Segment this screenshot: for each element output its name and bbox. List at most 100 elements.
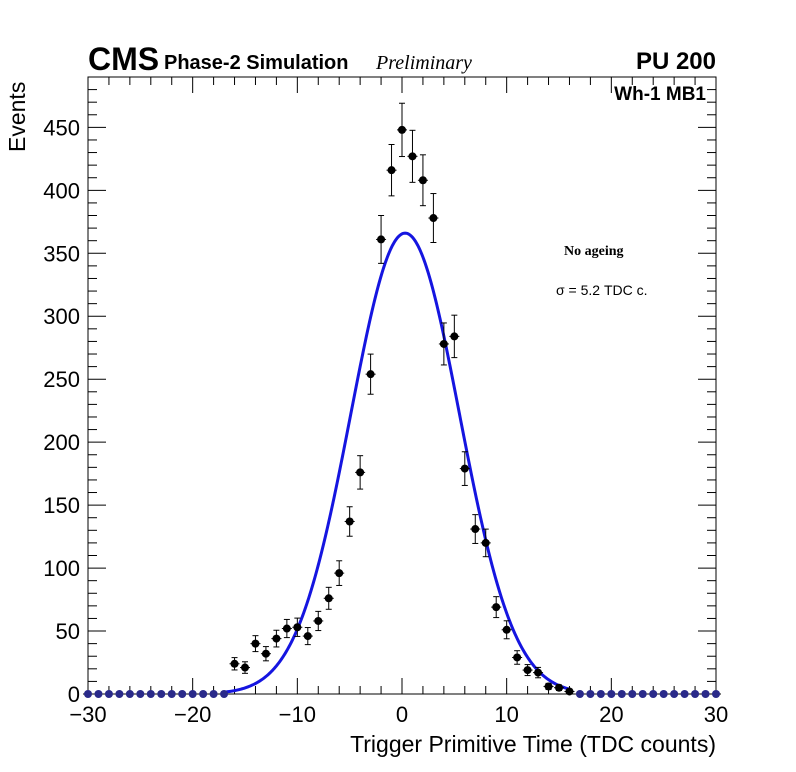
data-point — [250, 635, 261, 653]
data-point — [595, 690, 606, 698]
data-point — [281, 618, 292, 639]
point-marker — [377, 235, 386, 244]
x-tick-label: 30 — [704, 702, 728, 727]
data-point — [574, 690, 585, 698]
point-marker — [209, 690, 218, 698]
point-marker — [712, 690, 720, 698]
point-marker — [659, 690, 668, 698]
data-point — [313, 610, 324, 632]
point-marker — [303, 632, 312, 641]
data-point — [103, 690, 114, 698]
data-point — [397, 102, 407, 158]
point-marker — [513, 653, 522, 662]
point-marker — [241, 663, 249, 672]
x-tick-label: −20 — [174, 702, 211, 727]
data-point — [240, 661, 250, 674]
data-point — [428, 193, 439, 244]
point-marker — [157, 690, 166, 698]
data-point — [480, 528, 491, 558]
point-marker — [649, 690, 658, 698]
data-point — [187, 690, 198, 698]
data-point — [616, 690, 627, 698]
data-point — [93, 690, 104, 698]
sigma-annotation: σ = 5.2 TDC c. — [556, 282, 648, 298]
condition-annotation: No ageing — [564, 244, 624, 259]
point-marker — [408, 152, 417, 161]
data-point — [648, 690, 659, 698]
y-axis: 0 50 100 150 200 250 300 350 400 450 — [43, 89, 716, 707]
y-tick-label: 50 — [56, 619, 80, 644]
point-marker — [167, 690, 176, 698]
data-point — [344, 506, 355, 537]
x-tick-label: 20 — [599, 702, 623, 727]
point-marker — [575, 690, 584, 698]
data-point — [208, 690, 219, 698]
data-point — [438, 322, 449, 366]
point-marker — [670, 690, 679, 698]
data-point — [271, 629, 282, 648]
data-point — [417, 154, 428, 207]
region-label: Wh-1 MB1 — [614, 84, 706, 105]
point-marker — [220, 690, 229, 698]
x-tick-label: 0 — [396, 702, 408, 727]
point-marker — [178, 690, 187, 698]
point-marker — [136, 690, 145, 698]
point-marker — [398, 125, 406, 134]
point-marker — [429, 214, 438, 223]
data-point — [512, 650, 523, 665]
subtitle-label: Phase-2 Simulation — [164, 52, 349, 74]
point-marker — [481, 538, 490, 547]
point-marker — [199, 690, 208, 698]
data-point — [606, 690, 617, 698]
point-marker — [345, 517, 354, 526]
data-point — [156, 690, 167, 698]
point-marker — [502, 625, 511, 634]
data-point — [679, 690, 690, 698]
y-tick-label: 400 — [43, 178, 80, 203]
y-tick-label: 200 — [43, 430, 80, 455]
data-point — [711, 690, 721, 698]
data-point — [470, 514, 481, 544]
data-point — [407, 129, 418, 183]
x-tick-label: 10 — [494, 702, 518, 727]
point-marker — [230, 659, 239, 668]
point-marker — [366, 370, 375, 379]
x-tick-label: −10 — [279, 702, 316, 727]
point-marker — [272, 634, 281, 643]
data-point — [145, 690, 156, 698]
data-point — [334, 560, 345, 586]
data-point — [83, 690, 93, 698]
data-point — [522, 664, 533, 677]
y-tick-label: 150 — [43, 493, 80, 518]
point-marker — [628, 690, 637, 698]
point-marker — [691, 690, 700, 698]
data-point — [554, 683, 564, 692]
status-label: Preliminary — [375, 52, 472, 74]
point-marker — [314, 616, 323, 625]
point-marker — [596, 690, 605, 698]
point-marker — [84, 690, 92, 698]
point-marker — [188, 690, 197, 698]
point-marker — [638, 690, 647, 698]
point-marker — [251, 639, 260, 648]
point-marker — [492, 603, 501, 612]
data-point — [114, 690, 125, 698]
point-marker — [94, 690, 103, 698]
point-marker — [680, 690, 689, 698]
data-point — [260, 646, 271, 662]
plot-border — [87, 76, 717, 695]
data-point — [198, 690, 209, 698]
point-marker — [565, 687, 574, 696]
data-point — [365, 353, 376, 395]
data-point — [229, 657, 240, 671]
point-marker — [104, 690, 113, 698]
data-point — [491, 596, 502, 619]
point-marker — [460, 464, 469, 473]
data-point — [449, 314, 460, 359]
data-point — [292, 617, 303, 637]
data-point — [376, 215, 387, 264]
data-point — [323, 586, 334, 610]
point-marker — [282, 624, 291, 633]
data-point — [355, 455, 366, 490]
